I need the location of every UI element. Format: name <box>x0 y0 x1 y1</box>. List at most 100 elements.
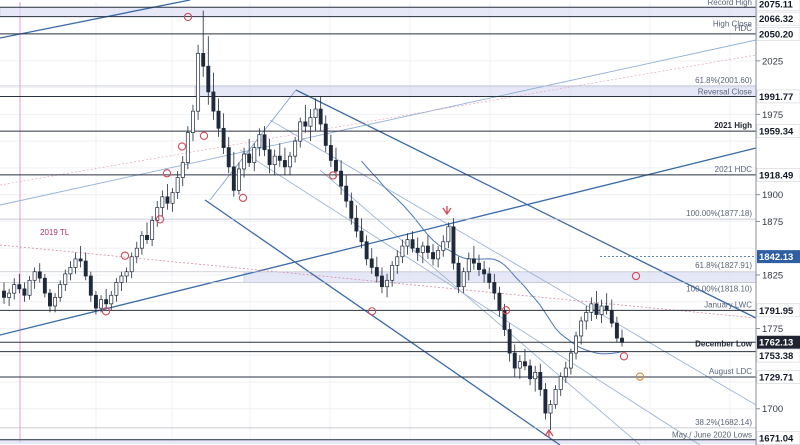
candle <box>104 288 109 309</box>
candle-body <box>477 262 481 270</box>
candle-body <box>236 168 241 191</box>
candle-body <box>88 275 93 296</box>
candle-body <box>431 252 435 260</box>
candle <box>599 299 604 324</box>
down-arrow-marker <box>442 206 452 216</box>
candle <box>206 36 211 105</box>
candle <box>466 252 471 281</box>
price-axis-badge-text: 2075.11 <box>759 0 794 11</box>
price-level-label: December Low <box>695 340 753 349</box>
trend-channel-line <box>0 244 757 319</box>
candle <box>32 267 37 289</box>
candle-body <box>58 284 63 298</box>
pivot-circle-marker <box>238 193 248 203</box>
candle-body <box>574 335 578 354</box>
candle <box>68 261 73 281</box>
price-axis-badge-text: 1791.95 <box>759 306 794 317</box>
pivot-circle-marker <box>619 352 629 361</box>
candle-body <box>298 121 303 142</box>
candle <box>17 273 22 294</box>
trend-channel-line <box>239 149 701 445</box>
candle <box>48 288 52 313</box>
price-level-label: High Close <box>713 20 753 29</box>
candle <box>553 385 558 409</box>
candle-body <box>369 258 374 268</box>
price-level-label: Reversal Close <box>698 87 753 96</box>
price-axis-badge-text: 1753.38 <box>759 351 793 362</box>
candle-body <box>339 170 344 187</box>
candle <box>512 344 517 377</box>
candle-body <box>528 365 533 380</box>
price-level-label: Record High <box>708 0 752 7</box>
candle <box>165 183 170 210</box>
candle <box>145 222 149 244</box>
candle-body <box>119 275 124 283</box>
candle-body <box>37 271 42 279</box>
candle <box>344 175 349 208</box>
price-axis-badge-text: 2050.20 <box>759 29 793 40</box>
candle <box>558 372 563 396</box>
candle <box>431 243 435 266</box>
candle-body <box>139 234 144 249</box>
candle <box>160 190 165 217</box>
candle <box>262 126 267 157</box>
candle <box>83 252 88 281</box>
candle <box>73 252 78 274</box>
candle-body <box>584 312 589 322</box>
candle-body <box>344 185 349 202</box>
candle <box>277 143 282 167</box>
candle <box>380 267 384 294</box>
candle <box>93 291 98 315</box>
candle <box>2 282 6 304</box>
candle-body <box>589 303 594 313</box>
candle-body <box>461 271 466 288</box>
candle-body <box>7 292 12 298</box>
candle <box>614 316 619 343</box>
candle <box>461 267 466 294</box>
price-axis-badge-text: 1918.49 <box>759 170 793 181</box>
candle-body <box>594 303 599 315</box>
price-axis-badge <box>756 89 800 104</box>
candle <box>584 305 589 330</box>
candle <box>548 400 553 431</box>
candle-body <box>400 245 405 258</box>
candle-body <box>226 147 231 168</box>
candle-body <box>22 288 27 296</box>
level-zone <box>243 271 757 283</box>
candle-body <box>609 309 614 324</box>
axis-tick-label: 1875 <box>762 217 783 228</box>
candle-body <box>487 273 492 283</box>
price-axis-badge-text: 1991.77 <box>759 92 793 103</box>
price-level-label: 2021 HDC <box>715 165 753 174</box>
candle <box>441 235 446 257</box>
candle-body <box>277 155 282 161</box>
candle-body <box>206 65 211 93</box>
candle-body <box>420 245 425 253</box>
candle <box>139 231 144 255</box>
trendline-annotation-label: 2019 TL <box>40 228 70 237</box>
candle <box>436 246 441 268</box>
candle-body <box>359 230 364 243</box>
candle-body <box>533 372 538 380</box>
candle <box>196 44 201 120</box>
candle <box>517 355 522 379</box>
candle-body <box>497 292 502 311</box>
price-level-label: HDC <box>735 24 753 33</box>
price-axis-badge <box>757 335 800 349</box>
candle-body <box>517 361 522 369</box>
candle <box>247 139 252 167</box>
candle-body <box>99 299 103 309</box>
candle <box>395 250 400 274</box>
candle <box>221 113 226 154</box>
candle <box>487 267 492 289</box>
candle-body <box>395 256 400 266</box>
candle-body <box>308 117 313 127</box>
candle-body <box>53 297 58 307</box>
price-level-label: January LWC <box>704 300 752 309</box>
candle <box>620 329 624 347</box>
candle-body <box>543 389 548 414</box>
candle <box>308 109 313 142</box>
price-axis-badge-text: 1729.71 <box>759 372 794 383</box>
candle <box>594 291 599 319</box>
